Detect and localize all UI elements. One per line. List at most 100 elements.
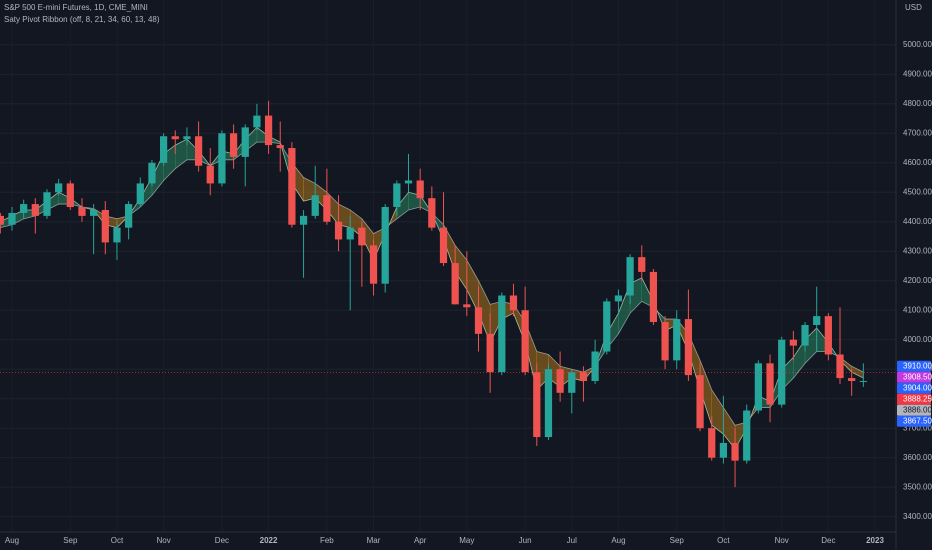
y-tick-label: 4600.00 [903,158,932,167]
y-tick-label: 4400.00 [903,217,932,226]
candle-body [148,162,156,184]
candle-body [836,354,844,379]
x-tick-label: Nov [775,536,789,545]
price-tag-label: 3886.00 [903,405,932,414]
y-tick-label: 4500.00 [903,187,932,196]
price-tag-label: 3908.50 [903,372,932,381]
candle-body [708,428,716,458]
candle-body [241,127,249,157]
candle-body [253,115,261,128]
candle-body [626,257,634,296]
y-tick-label: 4200.00 [903,276,932,285]
x-tick-label: Aug [611,536,625,545]
chart-title: S&P 500 E-mini Futures, 1D, CME_MINI [4,3,148,12]
candle-body [778,339,786,405]
candle-body [696,375,704,429]
x-tick-label: Nov [156,536,170,545]
candle-body [731,442,739,461]
y-tick-label: 3400.00 [903,512,932,521]
price-tag [897,404,931,416]
candle-body [66,183,74,208]
y-tick-label: 4800.00 [903,99,932,108]
y-tick-label: 4100.00 [903,305,932,314]
axes: 3400.003500.003600.003700.003800.003900.… [5,40,932,545]
candle-body [859,381,867,383]
candle-body [0,215,4,225]
y-tick-label: 3700.00 [903,423,932,432]
candle-body [684,319,693,376]
candle-body [8,212,16,225]
y-tick-label: 4900.00 [903,69,932,78]
candle-body [369,245,378,284]
candle-body [813,316,821,325]
x-tick-label: Oct [111,536,124,545]
candle-body [533,372,541,438]
candle-body [509,295,518,311]
currency: USD [905,3,922,12]
candle-body [55,183,63,193]
candle-body [183,136,191,140]
candle-body [171,136,179,140]
candle-body [136,183,144,205]
candle-body [428,198,436,228]
candle-body [754,363,762,411]
price-tag-label: 3867.50 [903,416,932,425]
candle-body [78,207,86,216]
candle-body [474,307,483,334]
candle-body [439,227,448,264]
x-tick-label: Jul [567,536,577,545]
candle-body [743,410,751,461]
x-tick-label: Jun [519,536,532,545]
candle-body [125,204,133,228]
price-tag [897,382,931,394]
candle-body [486,333,494,373]
candle-body [498,295,506,373]
plot-area [0,100,896,488]
candle-body [206,165,214,184]
candle-body [346,227,354,240]
candle-body [311,195,319,216]
x-tick-label: Mar [367,536,381,545]
candle-body [404,180,413,184]
y-tick-label: 4300.00 [903,246,932,255]
candle-body [416,180,424,199]
candle-body [264,115,273,146]
y-tick-label: 5000.00 [903,40,932,49]
candle-body [113,227,121,243]
candle-body [521,310,529,373]
candle-body [451,263,459,305]
candle-body [381,207,389,284]
candle-body [661,322,669,361]
candle-body [801,324,809,346]
candle-body [568,372,576,393]
x-tick-label: Dec [821,536,835,545]
y-tick-label: 4700.00 [903,128,932,137]
y-tick-label: 3600.00 [903,453,932,462]
x-tick-label: Apr [414,536,427,545]
price-tag-label: 3910.00 [903,361,932,370]
price-tag [897,371,931,383]
price-tag [897,393,931,405]
candle-body [31,204,39,216]
candle-body [789,339,797,346]
candle-body [556,369,564,393]
candle-body [463,304,471,308]
candle-body [638,257,646,272]
candle-body [673,319,681,361]
x-tick-label: Sep [63,536,78,545]
candle-body [276,145,284,149]
x-tick-label: 2022 [260,536,278,545]
candle-body [159,136,168,163]
candle-body [766,363,774,405]
x-tick-label: Sep [670,536,685,545]
candle-body [288,148,296,225]
candle-body [229,133,238,157]
price-tag-label: 3888.25 [903,394,932,403]
candle-body [824,316,832,355]
y-tick-label: 3500.00 [903,482,932,491]
candle-body [591,351,599,382]
candle-body [101,209,109,243]
